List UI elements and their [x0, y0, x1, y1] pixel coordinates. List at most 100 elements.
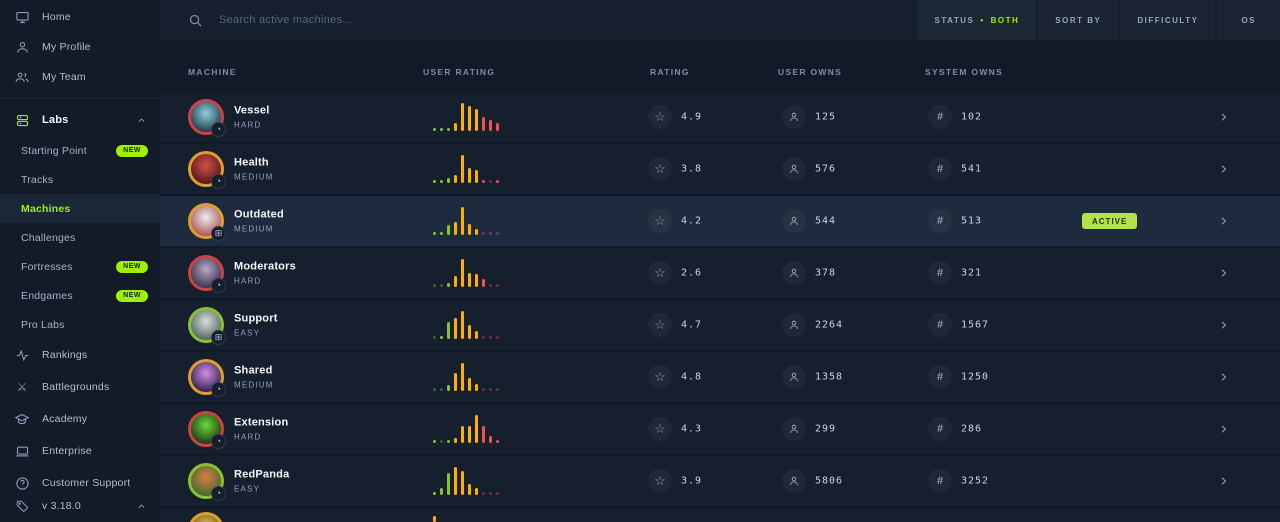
- machines-table: ◔ Vessel HARD ☆ 4.9 125 # 102 ◔ Health M…: [160, 92, 1280, 522]
- laptop-icon: [14, 443, 30, 459]
- version-label: v 3.18.0: [42, 500, 81, 512]
- machine-name: Outdated: [234, 208, 284, 221]
- machine-name: Moderators: [234, 260, 296, 273]
- chevron-right-icon[interactable]: [1218, 372, 1229, 383]
- sidebar-item-fortresses[interactable]: Fortresses NEW: [0, 252, 160, 281]
- sidebar-item-labs[interactable]: Labs: [0, 104, 160, 136]
- machine-difficulty: EASY: [234, 328, 261, 338]
- sidebar-item-label: My Profile: [42, 41, 91, 53]
- user-rating-histogram: [433, 363, 499, 391]
- chevron-right-icon[interactable]: [1218, 476, 1229, 487]
- chevron-right-icon[interactable]: [1218, 424, 1229, 435]
- sidebar-item-tracks[interactable]: Tracks: [0, 165, 160, 194]
- os-badge: ◔: [211, 122, 226, 137]
- sidebar-item-rankings[interactable]: Rankings: [0, 339, 160, 371]
- sidebar-item-customer-support[interactable]: Customer Support: [0, 467, 160, 499]
- chevron-right-icon[interactable]: [1218, 268, 1229, 279]
- rating-value: 4.3: [681, 423, 703, 435]
- user-owns-icon: [782, 105, 806, 129]
- sidebar-item-endgames[interactable]: Endgames NEW: [0, 281, 160, 310]
- user-owns-icon: [782, 209, 806, 233]
- hash-icon: #: [928, 105, 952, 129]
- sidebar-item-pro-labs[interactable]: Pro Labs: [0, 310, 160, 339]
- machine-avatar: ◔: [188, 411, 226, 449]
- table-row[interactable]: ◔ Vessel HARD ☆ 4.9 125 # 102: [160, 92, 1280, 142]
- hash-icon: #: [928, 209, 952, 233]
- user-owns-icon: [782, 313, 806, 337]
- chevron-right-icon[interactable]: [1218, 216, 1229, 227]
- table-row[interactable]: ⊞ Outdated MEDIUM ☆ 4.2 544 # 513 ACTIVE: [160, 196, 1280, 246]
- system-owns-value: 1250: [961, 371, 990, 383]
- user-owns-value: 2264: [815, 319, 844, 331]
- hash-icon: #: [928, 261, 952, 285]
- table-row[interactable]: ◔ Shared MEDIUM ☆ 4.8 1358 # 1250: [160, 352, 1280, 402]
- sidebar-item-label: Battlegrounds: [42, 381, 110, 393]
- sidebar-divider: [0, 98, 160, 99]
- swords-icon: ⚔: [16, 380, 28, 394]
- person-icon: [14, 39, 30, 55]
- new-badge: NEW: [116, 289, 148, 302]
- sidebar-item-machines[interactable]: Machines: [0, 194, 160, 223]
- rating-value: 4.7: [681, 319, 703, 331]
- table-row[interactable]: ◔ Extension HARD ☆ 4.3 299 # 286: [160, 404, 1280, 454]
- star-icon: ☆: [648, 157, 672, 181]
- sidebar-item-starting-point[interactable]: Starting Point NEW: [0, 136, 160, 165]
- column-header-user-owns: USER OWNS: [778, 67, 843, 77]
- sidebar-item-academy[interactable]: Academy: [0, 403, 160, 435]
- machine-name: RedPanda: [234, 468, 290, 481]
- column-header-system-owns: SYSTEM OWNS: [925, 67, 1004, 77]
- machine-difficulty: HARD: [234, 276, 262, 286]
- star-icon: ☆: [648, 365, 672, 389]
- os-badge: ◔: [211, 486, 226, 501]
- hash-icon: #: [928, 469, 952, 493]
- sidebar-item-my-profile[interactable]: My Profile: [0, 32, 160, 62]
- user-owns-value: 544: [815, 215, 837, 227]
- sidebar-item-label: Home: [42, 11, 71, 23]
- system-owns-value: 541: [961, 163, 983, 175]
- chevron-right-icon[interactable]: [1218, 164, 1229, 175]
- table-row-partial[interactable]: [160, 508, 1280, 522]
- sidebar-item-label: Enterprise: [42, 445, 92, 457]
- user-rating-histogram: [433, 311, 499, 339]
- topbar: STATUS • BOTH SORT BY DIFFICULTY OS: [160, 0, 1280, 40]
- sidebar-item-home[interactable]: Home: [0, 2, 160, 32]
- sidebar-item-enterprise[interactable]: Enterprise: [0, 435, 160, 467]
- user-owns-value: 125: [815, 111, 837, 123]
- hash-icon: #: [928, 157, 952, 181]
- system-owns-value: 1567: [961, 319, 990, 331]
- difficulty-filter-button[interactable]: DIFFICULTY: [1120, 0, 1216, 40]
- monitor-icon: [14, 9, 30, 25]
- table-row[interactable]: ⊞ Support EASY ☆ 4.7 2264 # 1567: [160, 300, 1280, 350]
- sidebar-item-battlegrounds[interactable]: ⚔ Battlegrounds: [0, 371, 160, 403]
- chevron-right-icon[interactable]: [1218, 320, 1229, 331]
- new-badge: NEW: [116, 144, 148, 157]
- os-filter-button[interactable]: OS: [1217, 0, 1280, 40]
- column-header-machine: MACHINE: [188, 67, 237, 77]
- table-row[interactable]: ◔ RedPanda EASY ☆ 3.9 5806 # 3252: [160, 456, 1280, 506]
- sidebar-item-label: Customer Support: [42, 477, 131, 489]
- sidebar-item-label: Starting Point: [21, 144, 87, 157]
- table-row[interactable]: ◔ Moderators HARD ☆ 2.6 378 # 321: [160, 248, 1280, 298]
- sidebar-item-challenges[interactable]: Challenges: [0, 223, 160, 252]
- gauge-icon: ◔: [215, 488, 222, 498]
- machine-avatar: ◔: [188, 151, 226, 189]
- sort-by-filter-button[interactable]: SORT BY: [1038, 0, 1119, 40]
- sidebar-item-label: Endgames: [21, 289, 73, 302]
- machine-name: Extension: [234, 416, 289, 429]
- sidebar-item-label: My Team: [42, 71, 86, 83]
- table-row[interactable]: ◔ Health MEDIUM ☆ 3.8 576 # 541: [160, 144, 1280, 194]
- rating-value: 2.6: [681, 267, 703, 279]
- sidebar-item-my-team[interactable]: My Team: [0, 62, 160, 92]
- chevron-up-icon: [137, 116, 146, 125]
- search-icon: [188, 13, 203, 28]
- status-filter-button[interactable]: STATUS • BOTH: [917, 0, 1037, 40]
- search-input[interactable]: [219, 14, 539, 26]
- chevron-right-icon[interactable]: [1218, 112, 1229, 123]
- rating-value: 4.2: [681, 215, 703, 227]
- sidebar-item-label: Rankings: [42, 349, 88, 361]
- machine-difficulty: MEDIUM: [234, 224, 274, 234]
- version-selector[interactable]: v 3.18.0: [0, 490, 160, 522]
- user-owns-value: 576: [815, 163, 837, 175]
- os-badge: ⊞: [211, 226, 226, 241]
- hash-icon: #: [928, 365, 952, 389]
